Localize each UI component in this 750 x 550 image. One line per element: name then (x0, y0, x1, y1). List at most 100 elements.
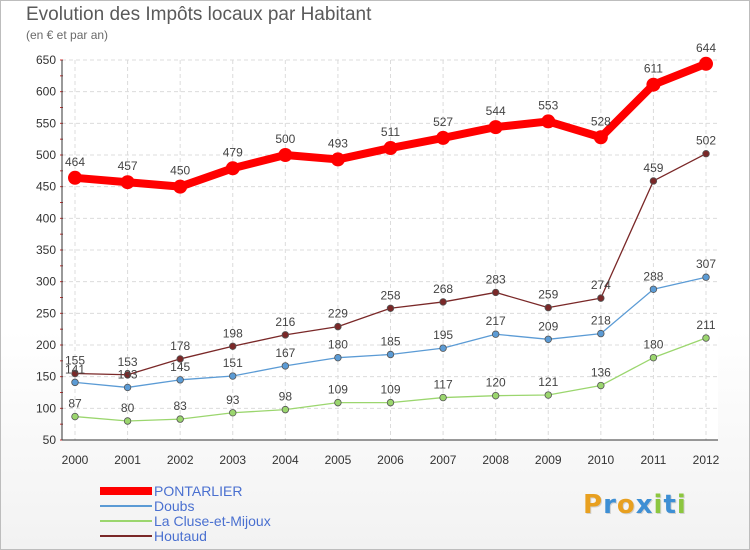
data-label: 195 (433, 328, 453, 342)
data-point (702, 273, 710, 281)
data-label: 450 (170, 164, 190, 178)
data-point (330, 152, 345, 167)
data-label: 307 (696, 257, 716, 271)
y-tick-label: 350 (36, 243, 56, 257)
data-label: 117 (434, 378, 453, 392)
y-tick-label: 50 (43, 433, 57, 447)
data-point (702, 334, 710, 342)
data-point (229, 409, 237, 417)
data-point (334, 353, 342, 362)
data-point (334, 322, 342, 331)
data-label: 288 (643, 269, 663, 283)
data-label: 527 (433, 115, 453, 129)
x-tick-label: 2008 (482, 453, 509, 467)
legend-label: Houtaud (154, 528, 207, 544)
data-label: 121 (538, 375, 558, 389)
data-point (225, 161, 240, 176)
data-label: 98 (279, 390, 293, 404)
y-tick-label: 250 (36, 306, 56, 320)
y-tick-label: 150 (36, 370, 56, 384)
data-label: 136 (591, 366, 611, 380)
data-label: 153 (118, 355, 138, 369)
data-point (123, 383, 132, 392)
y-tick-label: 600 (36, 85, 56, 99)
y-tick-label: 550 (36, 116, 56, 130)
data-label: 93 (226, 393, 240, 407)
data-label: 464 (65, 155, 85, 169)
data-point (281, 362, 290, 370)
data-point (176, 415, 184, 423)
x-tick-label: 2011 (641, 453, 667, 467)
logo-letter: i (653, 490, 664, 520)
legend-swatch (100, 487, 152, 495)
legend-swatch (100, 520, 152, 522)
data-point (281, 331, 290, 339)
data-label: 151 (223, 356, 243, 370)
data-label: 211 (696, 318, 715, 332)
data-point (229, 342, 237, 350)
data-label: 502 (696, 134, 716, 148)
legend-label: PONTARLIER (154, 483, 243, 499)
data-label: 83 (173, 399, 187, 413)
data-point (123, 371, 132, 379)
legend-label: Doubs (154, 498, 195, 514)
data-label: 611 (644, 62, 663, 76)
data-point (649, 285, 658, 293)
x-tick-label: 2005 (325, 453, 352, 467)
data-label: 109 (328, 383, 348, 397)
y-tick-label: 500 (36, 148, 56, 162)
data-label: 80 (121, 401, 135, 415)
data-point (597, 329, 605, 338)
data-label: 259 (538, 288, 558, 302)
data-label: 167 (275, 346, 295, 360)
data-point (544, 335, 552, 343)
x-tick-label: 2001 (114, 453, 141, 467)
data-label: 155 (65, 354, 85, 368)
data-point (702, 150, 710, 158)
logo-letter: x (635, 490, 654, 520)
data-point (386, 350, 395, 359)
data-label: 209 (538, 319, 558, 333)
logo-letter: t (663, 490, 677, 520)
data-point (439, 393, 447, 402)
x-tick-label: 2004 (272, 453, 299, 467)
data-point (71, 412, 79, 421)
data-label: 511 (381, 125, 400, 139)
data-label: 500 (275, 132, 295, 146)
y-tick-label: 200 (36, 338, 56, 352)
y-tick-label: 100 (36, 401, 56, 415)
x-tick-label: 2007 (430, 453, 457, 467)
logo-letter: P (583, 490, 604, 520)
legend-swatch (100, 505, 152, 507)
chart-title: Evolution des Impôts locaux par Habitant (26, 4, 372, 25)
data-point (649, 353, 658, 362)
data-label: 268 (433, 282, 453, 296)
data-point (278, 148, 293, 162)
data-label: 218 (591, 314, 611, 328)
data-point (544, 391, 552, 399)
data-point (544, 303, 552, 312)
data-point (386, 304, 395, 312)
x-tick-label: 2010 (587, 453, 614, 467)
data-point (597, 294, 605, 302)
data-point (173, 179, 188, 194)
data-point (541, 114, 556, 129)
legend-label: La Cluse-et-Mijoux (154, 513, 271, 529)
data-label: 198 (223, 326, 243, 340)
data-label: 459 (643, 161, 663, 175)
x-tick-label: 2012 (693, 453, 720, 467)
data-label: 178 (170, 339, 190, 353)
data-point (334, 398, 342, 407)
data-point (68, 170, 82, 185)
legend-swatch (100, 535, 152, 537)
logo-letter: o (616, 490, 636, 520)
data-label: 644 (696, 41, 716, 55)
data-point (439, 298, 447, 306)
data-point (646, 77, 661, 92)
data-point (383, 141, 398, 156)
data-point (386, 398, 395, 407)
data-label: 109 (380, 383, 400, 397)
data-point (176, 376, 184, 384)
data-label: 216 (275, 315, 295, 329)
